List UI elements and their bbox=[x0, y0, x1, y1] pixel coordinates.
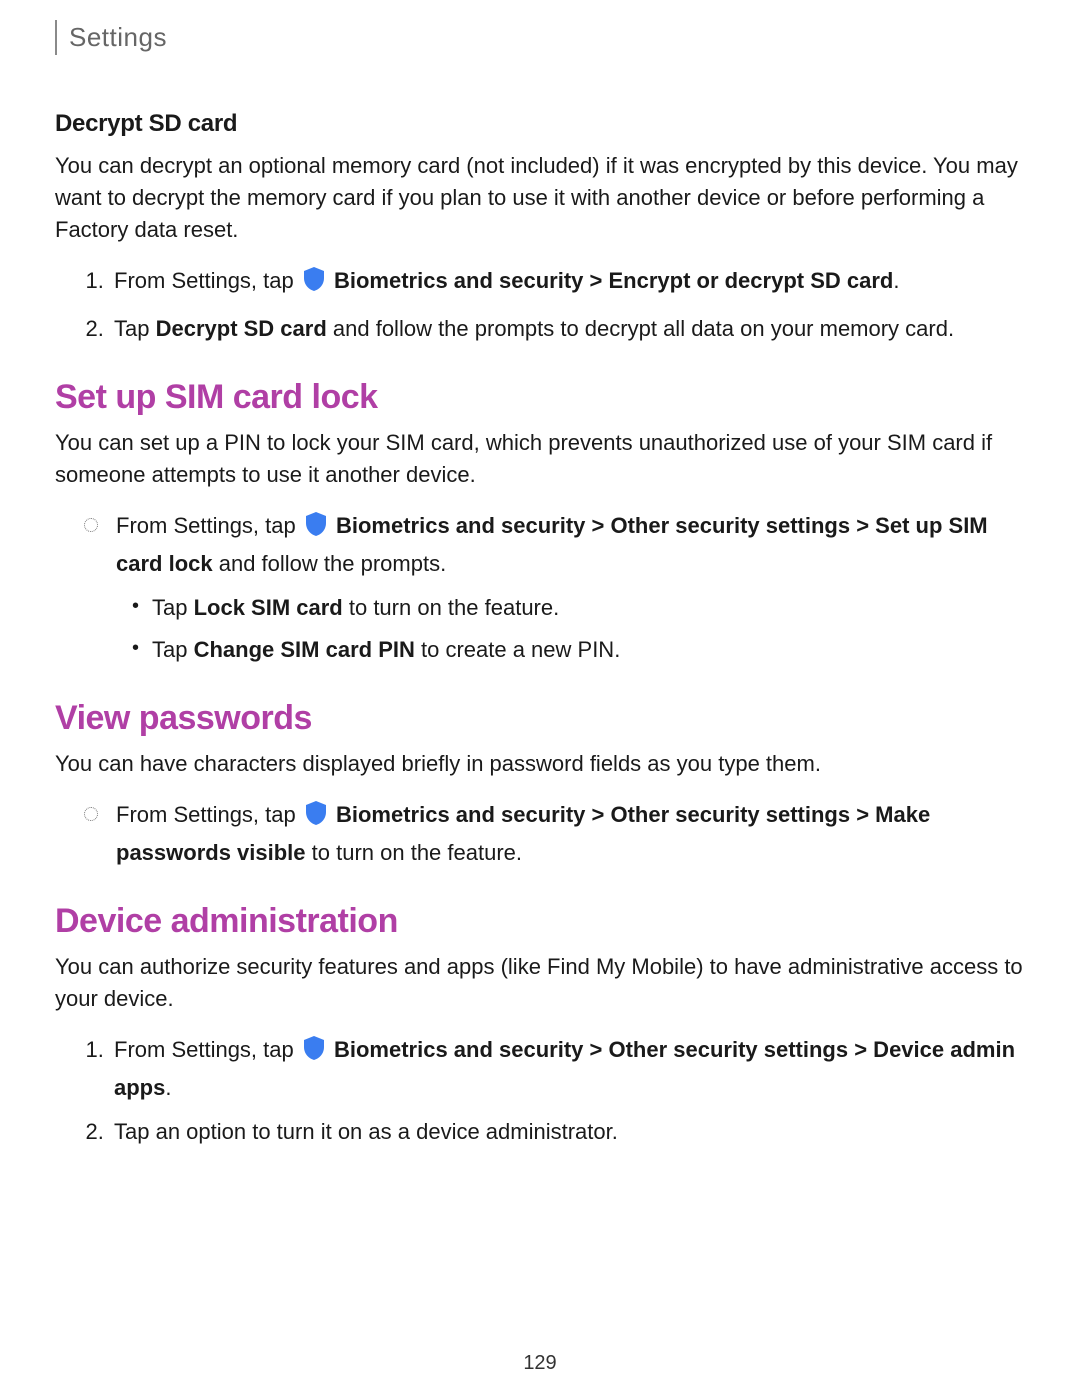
decrypt-steps: From Settings, tap Biometrics and securi… bbox=[55, 264, 1025, 346]
shield-icon bbox=[302, 266, 326, 302]
text: Tap bbox=[152, 595, 194, 620]
text: . bbox=[165, 1075, 171, 1100]
passwords-heading: View passwords bbox=[55, 699, 1025, 738]
bold-text: Lock SIM card bbox=[194, 595, 343, 620]
passwords-body: You can have characters displayed briefl… bbox=[55, 748, 1025, 780]
bold-text: Change SIM card PIN bbox=[194, 637, 415, 662]
admin-step-1: From Settings, tap Biometrics and securi… bbox=[110, 1033, 1025, 1105]
text: Tap bbox=[152, 637, 194, 662]
admin-body: You can authorize security features and … bbox=[55, 951, 1025, 1015]
passwords-list: From Settings, tap Biometrics and securi… bbox=[55, 798, 1025, 870]
passwords-item: From Settings, tap Biometrics and securi… bbox=[110, 798, 1025, 870]
text: to create a new PIN. bbox=[415, 637, 620, 662]
text: From Settings, tap bbox=[116, 802, 302, 827]
bold-path: Biometrics and security > Encrypt or dec… bbox=[334, 268, 893, 293]
sim-item: From Settings, tap Biometrics and securi… bbox=[110, 509, 1025, 667]
text: and follow the prompts to decrypt all da… bbox=[327, 316, 954, 341]
text: Tap bbox=[114, 316, 156, 341]
decrypt-body: You can decrypt an optional memory card … bbox=[55, 150, 1025, 246]
bold-text: Decrypt SD card bbox=[156, 316, 327, 341]
sim-sub-1: Tap Lock SIM card to turn on the feature… bbox=[146, 591, 1025, 625]
text: From Settings, tap bbox=[114, 268, 300, 293]
decrypt-step-1: From Settings, tap Biometrics and securi… bbox=[110, 264, 1025, 302]
text: to turn on the feature. bbox=[343, 595, 559, 620]
admin-steps: From Settings, tap Biometrics and securi… bbox=[55, 1033, 1025, 1149]
page-number: 129 bbox=[0, 1352, 1080, 1375]
sim-sub-2: Tap Change SIM card PIN to create a new … bbox=[146, 633, 1025, 667]
admin-heading: Device administration bbox=[55, 902, 1025, 941]
text: and follow the prompts. bbox=[213, 551, 447, 576]
sim-sublist: Tap Lock SIM card to turn on the feature… bbox=[116, 591, 1025, 667]
breadcrumb: Settings bbox=[55, 20, 1025, 55]
text: to turn on the feature. bbox=[306, 840, 522, 865]
text: From Settings, tap bbox=[116, 513, 302, 538]
admin-step-2: Tap an option to turn it on as a device … bbox=[110, 1115, 1025, 1149]
decrypt-heading: Decrypt SD card bbox=[55, 110, 1025, 138]
sim-heading: Set up SIM card lock bbox=[55, 378, 1025, 417]
sim-list: From Settings, tap Biometrics and securi… bbox=[55, 509, 1025, 667]
sim-body: You can set up a PIN to lock your SIM ca… bbox=[55, 427, 1025, 491]
text: . bbox=[893, 268, 899, 293]
shield-icon bbox=[302, 1035, 326, 1071]
decrypt-step-2: Tap Decrypt SD card and follow the promp… bbox=[110, 312, 1025, 346]
page: Settings Decrypt SD card You can decrypt… bbox=[0, 0, 1080, 1397]
shield-icon bbox=[304, 511, 328, 547]
shield-icon bbox=[304, 800, 328, 836]
text: From Settings, tap bbox=[114, 1037, 300, 1062]
